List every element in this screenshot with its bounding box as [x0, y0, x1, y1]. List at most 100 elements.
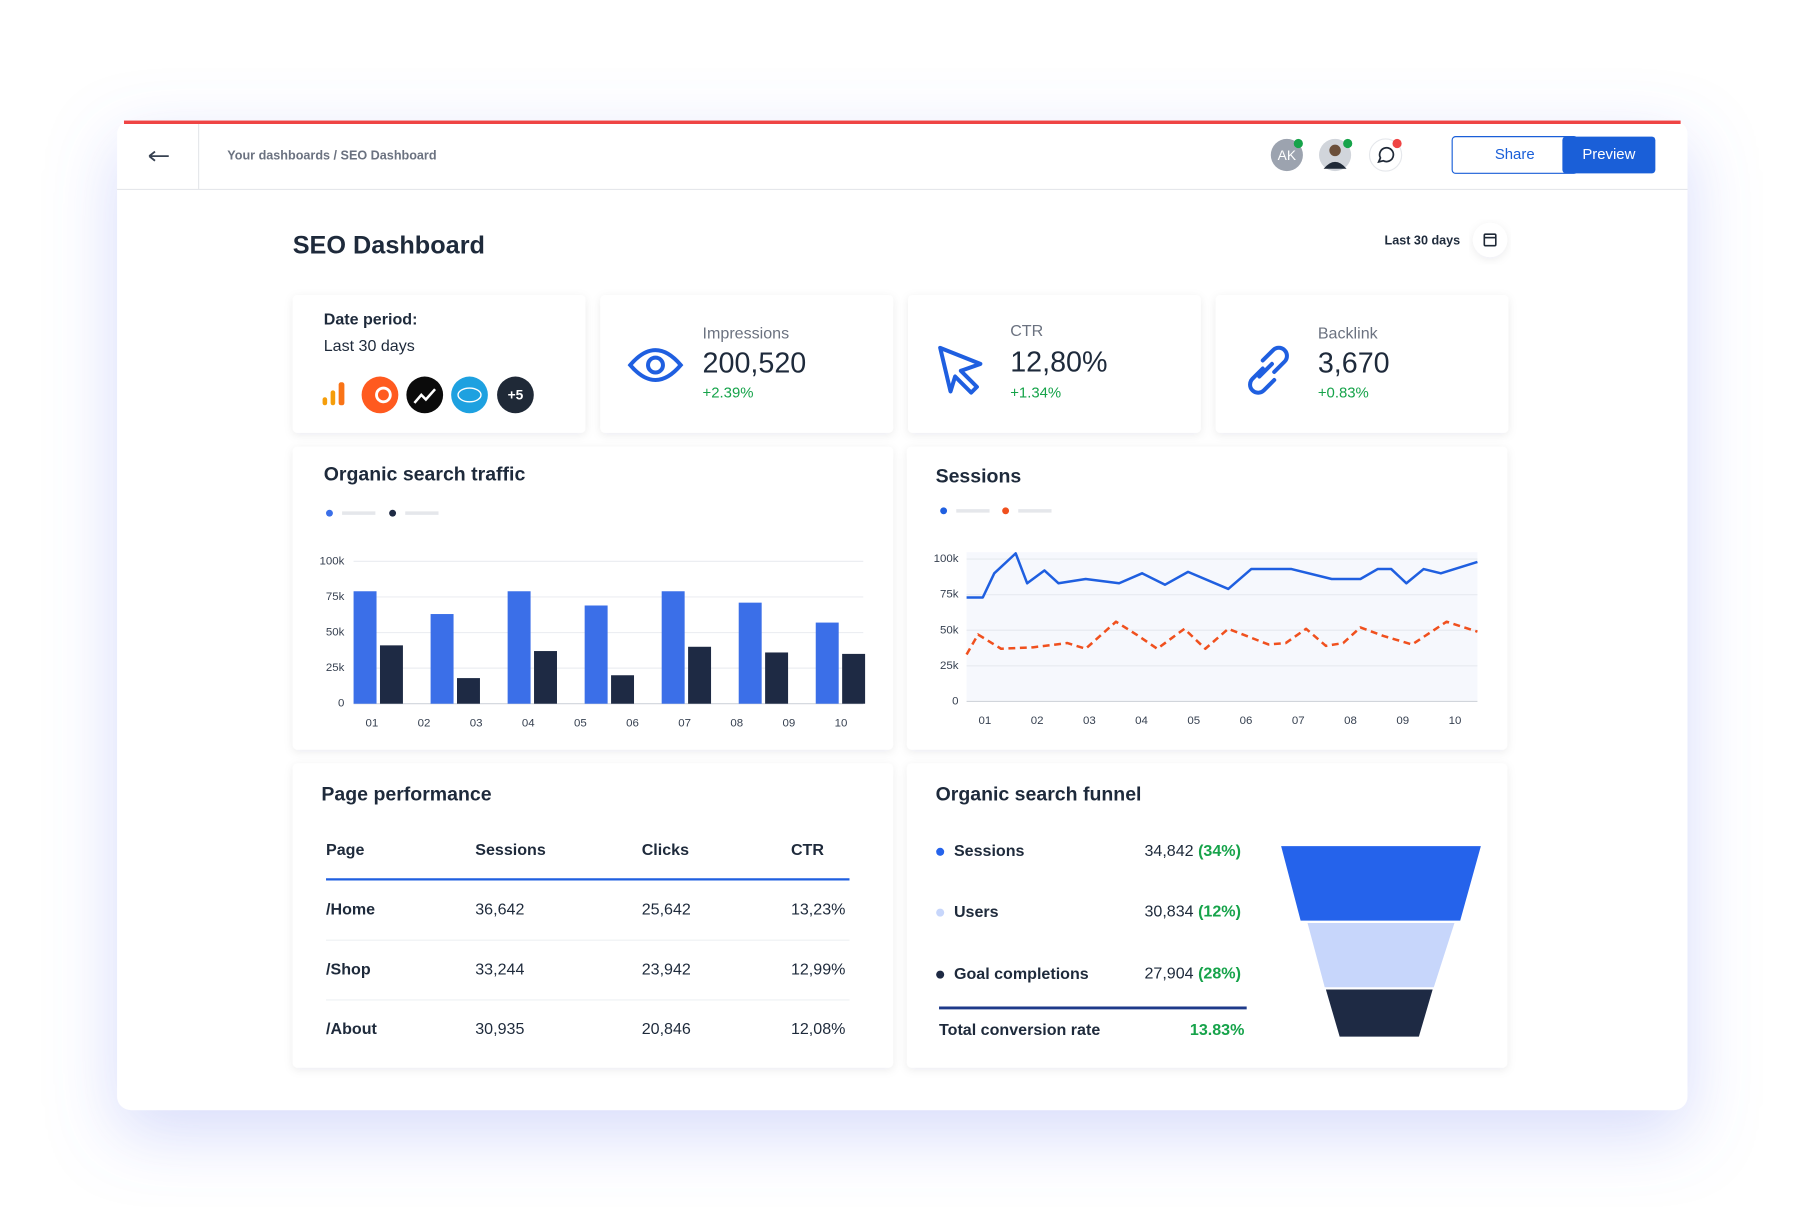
- preview-label: Preview: [1582, 146, 1635, 163]
- legend-dot: [936, 908, 945, 917]
- bar: [842, 653, 866, 704]
- funnel-label: Sessions: [954, 842, 1025, 860]
- table-title: Page performance: [321, 784, 491, 806]
- x-tick-label: 07: [1292, 715, 1305, 727]
- status-dot: [1293, 138, 1303, 149]
- eye-icon: [627, 348, 684, 382]
- y-tick-label: 25k: [940, 660, 959, 672]
- plot-background: [966, 552, 1478, 702]
- kpi-label: CTR: [1010, 322, 1043, 340]
- funnel-share: (12%): [1198, 903, 1241, 921]
- kpi-label: Backlink: [1318, 324, 1379, 342]
- cursor-icon: [938, 345, 983, 395]
- x-tick-label: 05: [574, 717, 587, 729]
- legend-dot: [1002, 507, 1010, 515]
- bar: [688, 646, 712, 704]
- y-tick-label: 75k: [940, 589, 959, 601]
- table-cell: /Home: [326, 901, 375, 919]
- kpi-change: +1.34%: [1010, 385, 1061, 402]
- calendar-icon: [1483, 233, 1497, 247]
- y-tick-label: 0: [338, 698, 344, 710]
- bar: [815, 622, 839, 704]
- legend-dot: [326, 509, 333, 517]
- chart-title: Organic search traffic: [324, 463, 526, 485]
- funnel-stage: [1307, 922, 1455, 988]
- kpi-label: Impressions: [703, 324, 790, 342]
- bar: [738, 602, 762, 704]
- status-dot: [1343, 138, 1353, 149]
- source-icons: +5: [322, 376, 534, 414]
- bar: [457, 678, 480, 704]
- y-tick-label: 75k: [326, 591, 345, 603]
- salesforce-icon: [457, 387, 482, 403]
- chat-icon: [1377, 146, 1395, 164]
- avatar[interactable]: [1270, 138, 1303, 172]
- back-button[interactable]: [148, 150, 169, 162]
- date-range[interactable]: Last 30 days: [1385, 233, 1461, 247]
- bar: [534, 651, 557, 704]
- x-tick-label: 03: [470, 717, 483, 729]
- x-tick-label: 05: [1187, 715, 1200, 727]
- bar: [353, 591, 377, 704]
- bar: [661, 591, 685, 704]
- kpi-change: +2.39%: [703, 385, 754, 402]
- funnel-share: (28%): [1198, 965, 1241, 983]
- table-cell: 12,08%: [791, 1020, 845, 1038]
- y-tick-label: 0: [952, 695, 958, 707]
- y-tick-label: 25k: [326, 662, 345, 674]
- funnel-share: (34%): [1198, 842, 1241, 860]
- source-icon: [413, 388, 437, 404]
- x-tick-label: 01: [366, 717, 379, 729]
- breadcrumb[interactable]: Your dashboards / SEO Dashboard: [227, 148, 436, 162]
- legend-dot: [940, 507, 948, 515]
- table-cell: 12,99%: [791, 960, 845, 978]
- x-tick-label: 02: [1031, 715, 1044, 727]
- calendar-button[interactable]: [1472, 222, 1508, 258]
- table-cell: 36,642: [475, 901, 524, 919]
- x-tick-label: 10: [1449, 715, 1462, 727]
- table-cell: /About: [326, 1020, 377, 1038]
- funnel-number: 27,904: [1144, 965, 1193, 983]
- ga-icon: [330, 390, 336, 406]
- x-tick-label: 06: [626, 717, 639, 729]
- chart-title: Sessions: [936, 466, 1022, 488]
- funnel-stage: [1281, 846, 1481, 921]
- x-tick-label: 03: [1083, 715, 1096, 727]
- column-header: Page: [326, 841, 364, 859]
- bar: [507, 591, 531, 704]
- column-header: Clicks: [642, 841, 689, 859]
- line-series: [965, 620, 1478, 656]
- share-label: Share: [1495, 146, 1535, 163]
- y-tick-label: 100k: [934, 553, 959, 565]
- kpi-icons: [627, 345, 1289, 395]
- kpi-value: 12,80%: [1010, 346, 1107, 378]
- x-tick-label: 01: [978, 715, 991, 727]
- preview-button[interactable]: [1562, 136, 1656, 174]
- x-tick-label: 09: [782, 717, 795, 729]
- ga-icon: [322, 397, 328, 406]
- funnel-number: 30,834: [1144, 903, 1193, 921]
- x-tick-label: 06: [1240, 715, 1253, 727]
- table-cell: 30,935: [475, 1020, 524, 1038]
- legend-dot: [936, 847, 945, 856]
- table-cell: 33,244: [475, 960, 524, 978]
- table-cell: 25,642: [642, 901, 691, 919]
- bar: [611, 675, 635, 704]
- link-icon: [1248, 345, 1289, 395]
- card: [1215, 295, 1509, 433]
- x-tick-label: 04: [1135, 715, 1148, 727]
- x-tick-label: 10: [835, 717, 848, 729]
- dashboard-title: SEO Dashboard: [293, 232, 485, 260]
- total-value: 13.83%: [1190, 1021, 1244, 1039]
- more-sources[interactable]: [497, 376, 534, 414]
- funnel-title: Organic search funnel: [936, 784, 1142, 806]
- card: [292, 763, 894, 1068]
- date-period-value: Last 30 days: [324, 337, 415, 355]
- funnel-number: 34,842: [1144, 842, 1193, 860]
- x-tick-label: 09: [1396, 715, 1409, 727]
- y-tick-label: 50k: [940, 624, 959, 636]
- funnel-value: 34,842 (34%): [1144, 842, 1240, 860]
- legend-dot: [389, 509, 397, 517]
- ga-icon: [338, 382, 345, 406]
